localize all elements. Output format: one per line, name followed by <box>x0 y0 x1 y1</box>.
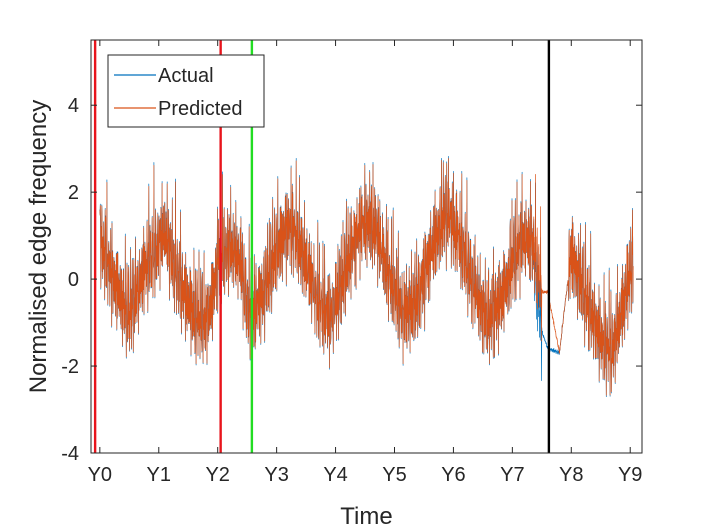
x-ticks: Y0 Y1 Y2 Y3 Y4 Y5 Y6 Y7 Y8 Y9 <box>88 40 642 486</box>
x-tick-label: Y0 <box>88 464 112 486</box>
x-tick-label: Y8 <box>559 464 583 486</box>
series-line-predicted <box>99 157 634 396</box>
y-tick-label: 4 <box>68 95 79 117</box>
y-tick-label: -2 <box>61 356 79 378</box>
y-tick-label: -4 <box>61 443 79 465</box>
x-tick-label: Y9 <box>618 464 642 486</box>
legend-label-predicted: Predicted <box>158 98 243 120</box>
x-tick-label: Y7 <box>500 464 524 486</box>
legend-label-actual: Actual <box>158 65 214 87</box>
x-tick-label: Y4 <box>323 464 347 486</box>
x-tick-label: Y6 <box>441 464 465 486</box>
y-ticks: -4 -2 0 2 4 <box>61 95 642 465</box>
x-tick-label: Y2 <box>205 464 229 486</box>
axes-box <box>90 39 643 454</box>
y-tick-label: 2 <box>68 182 79 204</box>
x-tick-label: Y1 <box>147 464 171 486</box>
legend-box <box>107 54 265 128</box>
series-layer <box>99 156 634 398</box>
x-tick-label: Y3 <box>264 464 288 486</box>
y-axis-title: Normalised edge frequency <box>25 100 52 394</box>
x-tick-label: Y5 <box>382 464 406 486</box>
y-tick-label: 0 <box>68 269 79 291</box>
x-axis-title: Time <box>340 503 392 530</box>
legend: Actual Predicted <box>107 54 265 128</box>
